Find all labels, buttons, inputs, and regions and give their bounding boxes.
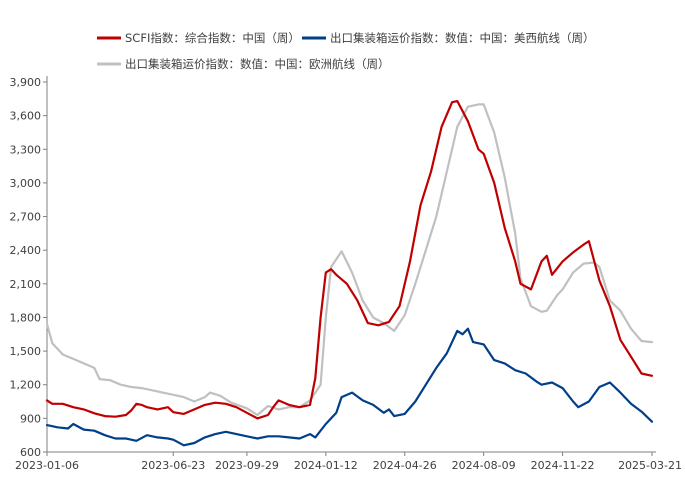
legend-item-us-west: 出口集装箱运价指数：数值：中国：美西航线（周） (302, 31, 595, 45)
y-tick-label: 3,600 (10, 110, 42, 123)
x-tick-label: 2024-08-09 (452, 459, 516, 472)
x-axis: 2023-01-06 2023-06-23 2023-09-29 2024-01-12… (15, 451, 682, 472)
legend-label: 出口集装箱运价指数：数值：中国：美西航线（周） (330, 31, 595, 45)
y-tick-label: 3,900 (10, 76, 42, 89)
y-tick-label: 1,200 (10, 379, 42, 392)
y-tick-label: 2,700 (10, 211, 42, 224)
x-tick-label: 2024-04-26 (373, 459, 437, 472)
y-tick-label: 600 (20, 446, 41, 459)
y-tick-label: 3,000 (10, 177, 42, 190)
series-line-scfi (45, 100, 654, 420)
series-line-us-west (45, 327, 654, 447)
x-tick-label: 2023-06-23 (141, 459, 205, 472)
y-tick-label: 2,100 (10, 278, 42, 291)
x-tick-label: 2023-01-06 (15, 459, 79, 472)
plot-lines (45, 100, 654, 447)
legend-label: 出口集装箱运价指数：数值：中国：欧洲航线（周） (125, 57, 390, 71)
series-line-europe (45, 103, 654, 417)
legend-item-europe: 出口集装箱运价指数：数值：中国：欧洲航线（周） (97, 57, 390, 71)
y-tick-label: 3,300 (10, 143, 42, 156)
x-tick-label: 2025-03-21 (618, 459, 682, 472)
x-tick-label: 2024-01-12 (294, 459, 358, 472)
y-tick-label: 2,400 (10, 244, 42, 257)
y-axis: 600 900 1,200 1,500 1,800 2,100 2,400 2,700 3,00… (10, 76, 48, 459)
y-tick-label: 900 (20, 412, 41, 425)
y-tick-label: 1,500 (10, 345, 42, 358)
legend-label: SCFI指数：综合指数：中国（周） (125, 31, 300, 45)
x-tick-label: 2023-09-29 (215, 459, 279, 472)
legend-item-scfi: SCFI指数：综合指数：中国（周） (97, 31, 300, 45)
y-tick-label: 1,800 (10, 311, 42, 324)
x-tick-label: 2024-11-22 (531, 459, 595, 472)
legend: SCFI指数：综合指数：中国（周） 出口集装箱运价指数：数值：中国：美西航线（周）… (97, 31, 595, 71)
